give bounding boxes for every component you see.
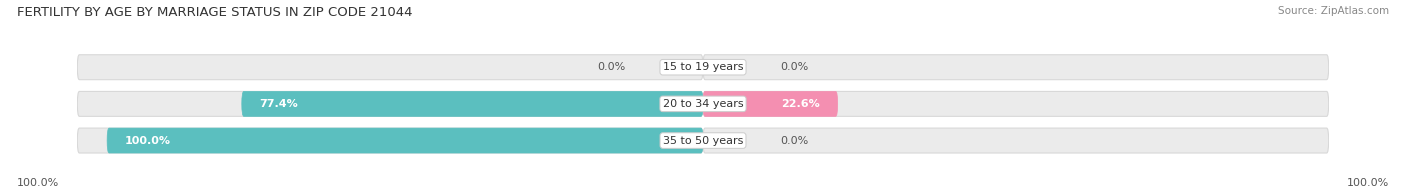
FancyBboxPatch shape [77,128,703,153]
FancyBboxPatch shape [242,91,703,116]
FancyBboxPatch shape [107,128,703,153]
Text: FERTILITY BY AGE BY MARRIAGE STATUS IN ZIP CODE 21044: FERTILITY BY AGE BY MARRIAGE STATUS IN Z… [17,6,412,19]
Text: Source: ZipAtlas.com: Source: ZipAtlas.com [1278,6,1389,16]
Text: 35 to 50 years: 35 to 50 years [662,136,744,146]
Text: 0.0%: 0.0% [780,62,808,72]
FancyBboxPatch shape [77,91,703,116]
FancyBboxPatch shape [703,91,1329,116]
Text: 100.0%: 100.0% [125,136,172,146]
Text: 22.6%: 22.6% [782,99,820,109]
FancyBboxPatch shape [703,91,838,116]
Text: 20 to 34 years: 20 to 34 years [662,99,744,109]
Text: 100.0%: 100.0% [1347,178,1389,188]
FancyBboxPatch shape [703,128,1329,153]
Text: 0.0%: 0.0% [780,136,808,146]
FancyBboxPatch shape [77,55,703,80]
Text: 15 to 19 years: 15 to 19 years [662,62,744,72]
Text: 77.4%: 77.4% [260,99,298,109]
Text: 100.0%: 100.0% [17,178,59,188]
Text: 0.0%: 0.0% [598,62,626,72]
FancyBboxPatch shape [703,55,1329,80]
